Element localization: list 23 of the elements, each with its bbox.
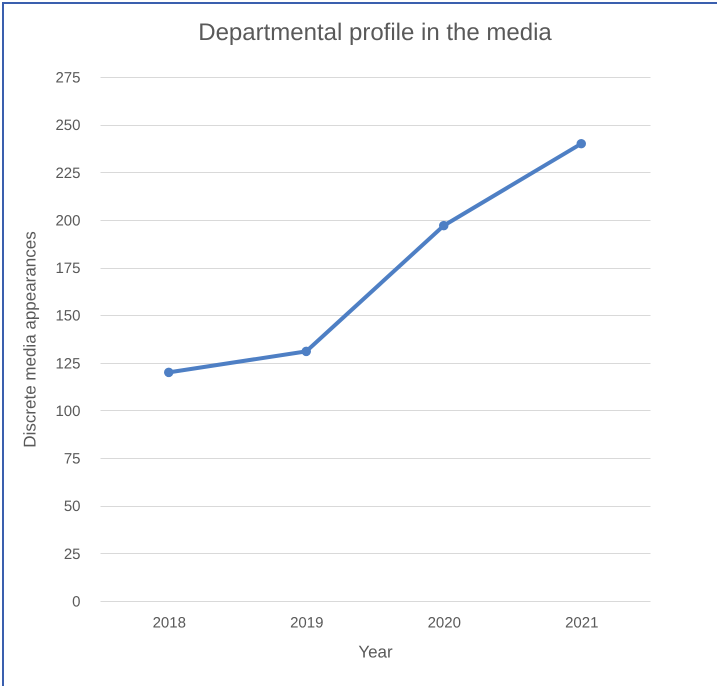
- chart-title: Departmental profile in the media: [198, 19, 552, 46]
- x-tick-label: 2021: [565, 614, 598, 632]
- y-tick-label: 25: [64, 546, 80, 563]
- y-tick-label: 175: [55, 260, 80, 278]
- point: [302, 346, 311, 356]
- y-tick-label: 200: [55, 212, 80, 230]
- point: [576, 138, 586, 148]
- y-tick-label: 150: [55, 308, 80, 325]
- x-tick-label: 2020: [428, 614, 461, 632]
- point: [439, 220, 448, 230]
- x-axis-title: Year: [358, 642, 394, 662]
- y-tick-label: 0: [72, 594, 80, 610]
- x-tick-label: 2019: [290, 614, 324, 632]
- y-tick-label: 225: [55, 164, 80, 182]
- y-tick-label: 100: [55, 402, 80, 420]
- y-tick-label: 75: [64, 450, 80, 468]
- point: [164, 368, 174, 378]
- x-tick-label: 2018: [152, 614, 186, 632]
- y-tick-label: 125: [55, 355, 80, 372]
- y-tick-label: 275: [55, 70, 80, 86]
- y-tick-label: 250: [55, 117, 80, 134]
- y-axis-title: Discrete media appearances: [20, 231, 40, 448]
- y-tick-label: 50: [64, 498, 80, 516]
